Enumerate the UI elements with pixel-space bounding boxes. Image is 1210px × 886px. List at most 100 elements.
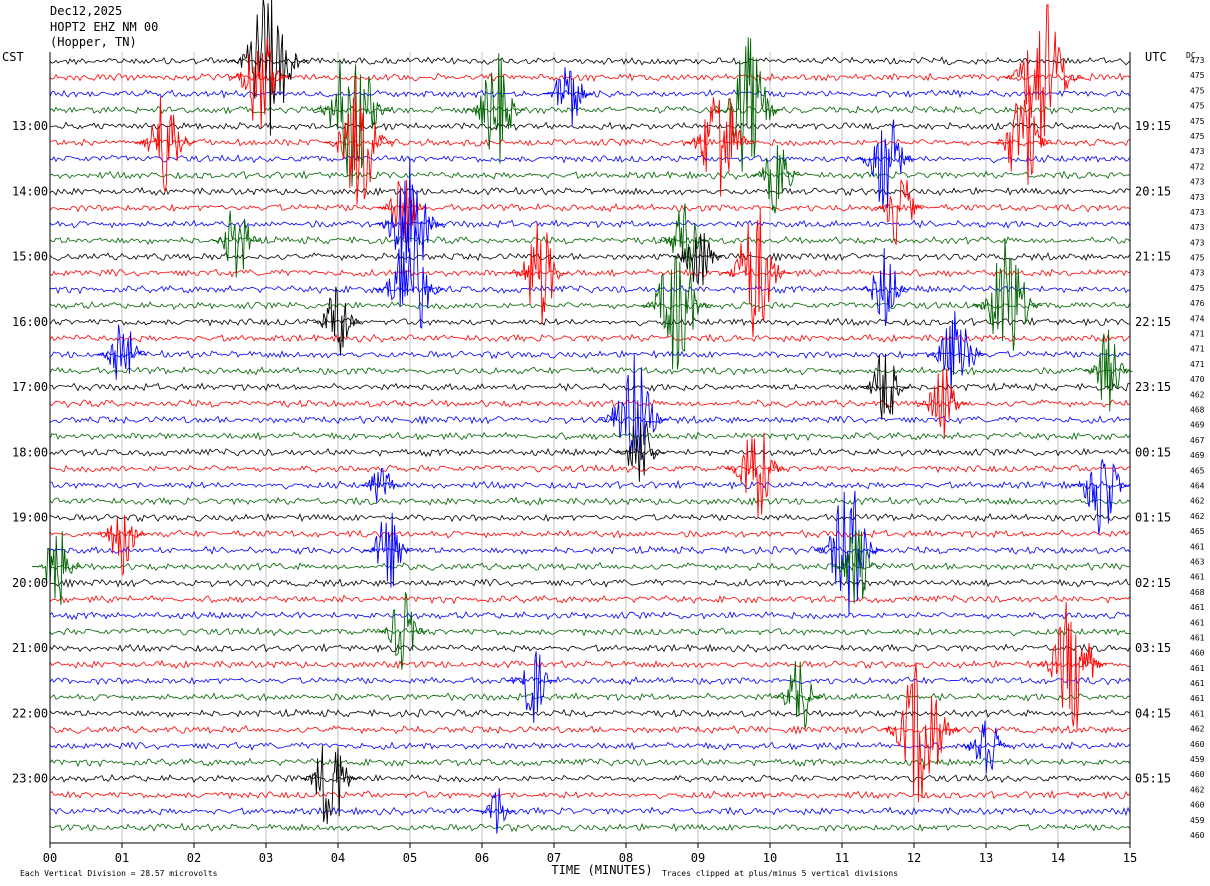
- right-hour-label: 01:15: [1135, 511, 1171, 525]
- x-tick-label: 02: [187, 851, 201, 865]
- dc-offset-value: 462: [1190, 512, 1205, 521]
- event-burst: [509, 222, 569, 325]
- trace-line: [49, 773, 1131, 784]
- trace-line: [49, 806, 1131, 817]
- event-burst: [212, 210, 262, 278]
- event-burst: [814, 490, 884, 616]
- right-hour-label: 21:15: [1135, 250, 1171, 264]
- right-hour-label: 00:15: [1135, 445, 1171, 459]
- right-hour-label: 22:15: [1135, 315, 1171, 329]
- dc-offset-value: 475: [1190, 102, 1205, 111]
- trace-line: [49, 642, 1131, 653]
- event-burst: [855, 119, 915, 210]
- trace-line: [49, 203, 1131, 213]
- trace-line: [49, 789, 1131, 800]
- right-hour-label: 03:15: [1135, 641, 1171, 655]
- left-hour-label: 14:00: [12, 184, 48, 198]
- event-burst: [361, 467, 401, 503]
- x-axis-label: TIME (MINUTES): [551, 863, 652, 877]
- left-hour-label: 13:00: [12, 119, 48, 133]
- event-burst: [720, 208, 791, 338]
- dc-offset-value: 460: [1190, 801, 1205, 810]
- event-burst: [684, 97, 755, 197]
- trace-line: [49, 708, 1131, 718]
- dc-offset-value: 475: [1190, 132, 1205, 141]
- x-tick-label: 07: [547, 851, 561, 865]
- right-hour-label: 20:15: [1135, 184, 1171, 198]
- right-hour-label: 04:15: [1135, 706, 1171, 720]
- event-burst: [96, 515, 147, 576]
- event-burst: [300, 745, 361, 825]
- header-date: Dec12,2025: [50, 4, 122, 18]
- trace-line: [49, 724, 1130, 735]
- event-burst: [1037, 601, 1108, 730]
- dc-offset-value: 475: [1190, 117, 1205, 126]
- x-tick-label: 11: [835, 851, 849, 865]
- scale-note: Each Vertical Division = 28.57 microvolt…: [20, 869, 218, 878]
- trace-line: [49, 186, 1131, 197]
- event-burst: [658, 203, 708, 272]
- clip-note: Traces clipped at plus/minus 5 vertical …: [662, 869, 898, 878]
- dc-offset-value: 473: [1190, 208, 1205, 217]
- x-tick-label: 05: [403, 851, 417, 865]
- dc-offset-value: 462: [1190, 785, 1205, 794]
- trace-line: [49, 757, 1131, 768]
- x-tick-label: 03: [259, 851, 273, 865]
- x-tick-label: 10: [763, 851, 777, 865]
- dc-offset-value: 467: [1190, 436, 1205, 445]
- event-burst: [1071, 459, 1131, 535]
- trace-line: [49, 479, 1131, 490]
- dc-offset-value: 475: [1190, 284, 1205, 293]
- trace-line: [49, 72, 1131, 82]
- right-hour-label: 19:15: [1135, 119, 1171, 133]
- trace-line: [49, 692, 1131, 702]
- x-tick-label: 06: [475, 851, 489, 865]
- x-tick-label: 12: [907, 851, 921, 865]
- trace-line: [49, 333, 1131, 344]
- event-burst: [377, 592, 428, 670]
- dc-offset-value: 475: [1190, 254, 1205, 263]
- x-tick-label: 04: [331, 851, 345, 865]
- event-burst: [881, 663, 961, 803]
- event-burst: [543, 67, 593, 127]
- trace-line: [49, 610, 1131, 621]
- trace-line: [49, 578, 1131, 589]
- trace-line: [49, 235, 1131, 246]
- dc-offset-value: 462: [1190, 390, 1205, 399]
- event-burst: [773, 660, 824, 730]
- trace-line: [49, 284, 1131, 295]
- event-burst: [312, 59, 392, 187]
- left-hour-label: 21:00: [12, 641, 48, 655]
- right-hour-label: 02:15: [1135, 576, 1171, 590]
- dc-offset-value: 468: [1190, 588, 1205, 597]
- left-hour-label: 23:00: [12, 772, 48, 786]
- x-tick-label: 14: [1051, 851, 1065, 865]
- event-burst: [991, 98, 1051, 185]
- event-burst: [476, 788, 516, 834]
- trace-line: [49, 512, 1131, 523]
- event-burst: [374, 226, 445, 329]
- event-burst: [752, 144, 802, 214]
- dc-offset-value: 473: [1190, 223, 1205, 232]
- event-burst: [1003, 4, 1083, 145]
- dc-offset-value: 473: [1190, 56, 1205, 65]
- event-burst: [228, 37, 289, 129]
- event-burst: [860, 353, 910, 420]
- dc-offset-value: 469: [1190, 451, 1205, 460]
- dc-offset-value: 461: [1190, 542, 1205, 551]
- dc-offset-value: 461: [1190, 618, 1205, 627]
- event-burst: [641, 256, 712, 370]
- event-burst: [725, 432, 785, 517]
- trace-line: [49, 170, 1131, 180]
- event-burst: [927, 311, 987, 399]
- dc-offset-value: 472: [1190, 162, 1205, 171]
- dc-offset-value: 471: [1190, 360, 1205, 369]
- trace-line: [49, 382, 1131, 392]
- right-hour-label: 23:15: [1135, 380, 1171, 394]
- dc-offset-value: 460: [1190, 649, 1205, 658]
- trace-line: [49, 56, 1131, 66]
- trace-line: [49, 447, 1131, 458]
- header-station: HOPT2 EHZ NM 00: [50, 20, 158, 34]
- event-burst: [466, 53, 526, 164]
- event-burst: [312, 286, 363, 356]
